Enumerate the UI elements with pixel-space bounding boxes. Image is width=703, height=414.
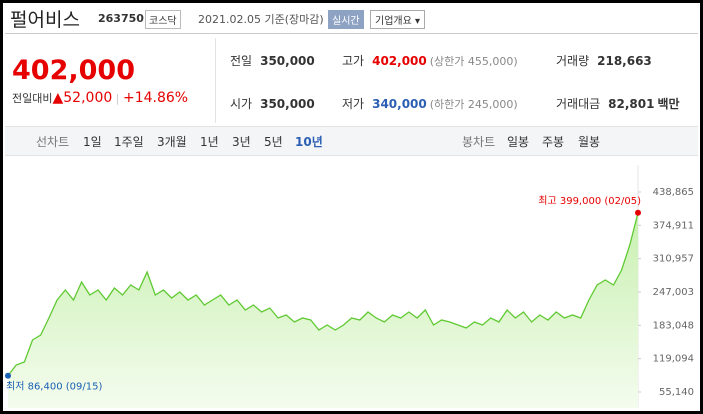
stock-code: 263750 — [98, 12, 144, 25]
period-tab[interactable]: 1년 — [200, 135, 219, 149]
stock-name: 펄어비스 — [10, 9, 80, 31]
stat-value: 350,000 — [260, 54, 315, 68]
stat: 고가 402,000 (상한가 455,000) — [342, 52, 518, 69]
tab-bar — [5, 126, 698, 156]
y-tick-label: 119,094 — [653, 354, 694, 365]
candle-tab[interactable]: 주봉 — [542, 135, 565, 149]
y-tick-label: 374,911 — [653, 220, 694, 231]
stat-label: 고가 — [342, 54, 365, 68]
y-tick-label: 310,957 — [653, 254, 694, 265]
company-label: 기업개요 — [375, 16, 412, 27]
change-pct: +14.86% — [122, 90, 189, 106]
y-tick-label: 55,140 — [659, 387, 694, 398]
divider — [215, 38, 216, 123]
extreme-dot — [5, 372, 11, 379]
stat: 거래량 218,663 — [556, 52, 652, 69]
period-tab[interactable]: 1주일 — [114, 135, 144, 149]
tab-label: 봉차트 — [462, 135, 496, 149]
period-tab[interactable]: 3년 — [232, 135, 251, 149]
stat-note: (하한가 245,000) — [429, 98, 518, 111]
price-line — [7, 212, 639, 377]
period-tab[interactable]: 1일 — [83, 135, 102, 149]
change-label: 전일대비 — [12, 92, 53, 105]
tab-label: 선차트 — [36, 135, 70, 149]
stat-note: (상한가 455,000) — [429, 55, 518, 68]
stat-value: 350,000 — [260, 97, 315, 111]
company-dropdown[interactable]: 기업개요 ▾ — [370, 10, 426, 29]
separator — [5, 33, 698, 34]
stat: 저가 340,000 (하한가 245,000) — [342, 95, 518, 112]
area-fill — [8, 212, 638, 408]
period-tab[interactable]: 5년 — [264, 135, 283, 149]
period-tab[interactable]: 3개월 — [157, 135, 187, 149]
y-tick-label: 438,865 — [653, 187, 694, 198]
stat-label: 저가 — [342, 97, 365, 111]
stat-value: 218,663 — [597, 54, 652, 68]
change-amount: 52,000 — [63, 90, 113, 106]
extreme-label: 최고 399,000 (02/05) — [538, 195, 641, 207]
candle-tab[interactable]: 일봉 — [507, 135, 530, 149]
y-tick-label: 183,048 — [653, 320, 694, 331]
stat: 시가 350,000 — [230, 95, 315, 112]
stat-label: 거래대금 — [556, 97, 601, 111]
extreme-dot — [635, 209, 641, 216]
period-tab[interactable]: 10년 — [295, 135, 323, 149]
stat-label: 거래량 — [556, 54, 590, 68]
stat-label: 전일 — [230, 54, 253, 68]
candle-tab[interactable]: 월봉 — [578, 135, 601, 149]
stat: 전일 350,000 — [230, 52, 315, 69]
y-tick-label: 247,003 — [653, 287, 694, 298]
chart: 55,140 119,094 183,048 247,003 310,957 374,91… — [5, 165, 694, 408]
market-badge: 코스닥 — [145, 10, 181, 29]
extreme-label: 최저 86,400 (09/15) — [6, 381, 102, 393]
stat-value: 82,801 — [608, 97, 655, 111]
stat-value: 340,000 — [372, 97, 427, 111]
stat-note: 백만 — [657, 97, 680, 111]
price: 402,000 — [12, 55, 135, 86]
stat-label: 시가 — [230, 97, 253, 111]
change: 전일대비▲52,000 | +14.86% — [12, 90, 189, 106]
stat: 거래대금 82,801 백만 — [556, 95, 680, 112]
stat-value: 402,000 — [372, 54, 427, 68]
date: 2021.02.05 기준(장마감) — [198, 13, 324, 26]
realtime-button[interactable]: 실시간 — [328, 10, 364, 29]
